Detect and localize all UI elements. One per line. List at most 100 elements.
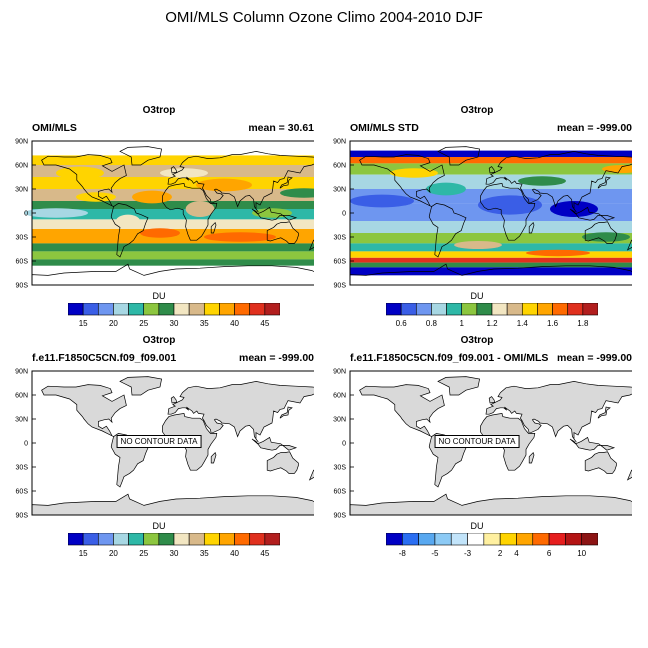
latitude-tick-label: 60N <box>333 163 346 170</box>
colorbar-tick-label: 15 <box>79 549 88 558</box>
latitude-tick-label: 90S <box>334 513 347 520</box>
contour-patch <box>518 176 566 186</box>
contour-band <box>350 150 632 157</box>
indonesia-outline <box>569 206 616 221</box>
new-zealand-outline <box>308 239 314 251</box>
japan-outline <box>279 406 293 419</box>
colorbar-tick-label: 1.2 <box>486 319 498 328</box>
contour-patch <box>196 178 252 192</box>
colorbar-swatch <box>386 533 403 546</box>
colorbar-swatch <box>516 533 534 546</box>
africa-outline <box>162 183 218 241</box>
colorbar-unit-label: DU <box>470 521 484 531</box>
latitude-tick-label: 90S <box>334 283 347 290</box>
panel-omi-mls: O3trop OMI/MLS mean = 30.61 90N 60N 30N 0 30… <box>4 105 314 335</box>
colorbar-swatch <box>158 533 175 546</box>
contour-band <box>32 243 314 252</box>
colorbar-swatch <box>188 533 205 546</box>
uk-outline <box>170 396 178 404</box>
latitude-tick-label: 30N <box>333 417 346 424</box>
africa-outline <box>480 183 536 241</box>
panel-omi-mls-std: O3trop OMI/MLS STD mean = -999.00 90N 60N… <box>322 105 632 335</box>
south-america-outline <box>428 203 467 258</box>
colorbar-swatch <box>234 303 251 316</box>
std-map: 90N 60N 30N 0 30S 60S 90S <box>333 139 632 290</box>
panel-title: O3trop <box>460 105 494 116</box>
contour-patch <box>252 208 292 218</box>
continent-outlines <box>31 146 314 286</box>
madagascar-outline <box>528 221 535 234</box>
latitude-tick-label: 30N <box>15 187 28 194</box>
colorbar-swatch <box>582 303 598 316</box>
colorbar-swatch <box>467 533 485 546</box>
panel-title: O3trop <box>142 105 176 116</box>
north-america-outline <box>359 154 445 207</box>
contour-patch <box>426 182 466 196</box>
greenland-outline <box>437 376 481 396</box>
colorbar-swatch <box>434 533 452 546</box>
panel-left-label: f.e11.F1850C5CN.f09_f09.001 - OMI/MLS <box>350 352 549 364</box>
colorbar-swatch <box>565 533 582 546</box>
eurasia-outline <box>485 151 632 213</box>
colorbar-swatch <box>532 533 550 546</box>
colorbar-swatch <box>264 533 280 546</box>
contour-band <box>350 275 632 285</box>
colorbar-tick-label: 1.4 <box>517 319 529 328</box>
eurasia-outline <box>167 151 314 213</box>
colorbar: -8 -5 -3 2 4 6 10 <box>386 533 598 558</box>
uk-outline <box>488 166 496 174</box>
colorbar-swatch <box>97 533 114 546</box>
australia-outline <box>266 221 299 244</box>
contour-band <box>350 262 632 268</box>
colorbar-swatch <box>537 303 553 316</box>
continent-outlines <box>31 376 314 516</box>
colorbar-swatch <box>249 533 266 546</box>
japan-outline <box>279 176 293 189</box>
colorbar-tick-label: 0.8 <box>426 319 438 328</box>
colorbar-unit-label: DU <box>152 291 166 301</box>
contour-band <box>350 221 632 233</box>
latitude-tick-label: 60S <box>16 259 29 266</box>
contour-band <box>350 174 632 189</box>
no-contour-data-label: NO CONTOUR DATA <box>116 435 202 448</box>
panel-left-label: OMI/MLS <box>32 122 77 134</box>
panel-title: O3trop <box>142 335 176 346</box>
greenland-outline <box>119 376 163 396</box>
colorbar-swatch <box>521 303 538 316</box>
new-zealand-outline <box>308 469 314 481</box>
contour-band <box>350 257 632 263</box>
colorbar-swatch <box>68 533 84 546</box>
contour-patch <box>454 241 502 249</box>
latitude-tick-label: 60S <box>334 489 347 496</box>
latitude-tick-label: 60S <box>16 489 29 496</box>
colorbar-swatch <box>450 533 468 546</box>
latitude-tick-label: 60S <box>334 259 347 266</box>
std-contour-patches <box>350 165 632 257</box>
contour-patch <box>526 249 590 257</box>
contour-band <box>350 141 632 151</box>
colorbar-swatch <box>113 303 129 316</box>
colorbar: 15 20 25 30 35 40 45 <box>68 303 280 328</box>
colorbar-swatch <box>499 533 517 546</box>
colorbar-tick-label: 35 <box>200 319 209 328</box>
contour-band <box>32 201 314 209</box>
colorbar-tick-label: 15 <box>79 319 88 328</box>
contour-patch <box>116 214 140 228</box>
colorbar-tick-label: 1 <box>459 319 464 328</box>
contour-band <box>32 155 314 165</box>
colorbar-swatch <box>386 303 402 316</box>
antarctica-outline <box>31 493 314 516</box>
panel-model-minus-obs: O3trop f.e11.F1850C5CN.f09_f09.001 - OMI… <box>322 335 632 565</box>
colorbar-unit-label: DU <box>152 521 166 531</box>
latitude-tick-label: 30S <box>16 235 29 242</box>
latitude-tick-label: 90S <box>16 283 29 290</box>
contour-band <box>350 267 632 276</box>
colorbar-swatch <box>68 303 84 316</box>
contour-band <box>350 251 632 258</box>
panel-model: O3trop f.e11.F1850C5CN.f09_f09.001 mean … <box>4 335 314 565</box>
colorbar-swatch <box>567 303 584 316</box>
colorbar-tick-label: 2 <box>498 549 503 558</box>
panel-title: O3trop <box>460 335 494 346</box>
continent-outlines <box>349 146 632 286</box>
contour-patch <box>160 168 208 178</box>
